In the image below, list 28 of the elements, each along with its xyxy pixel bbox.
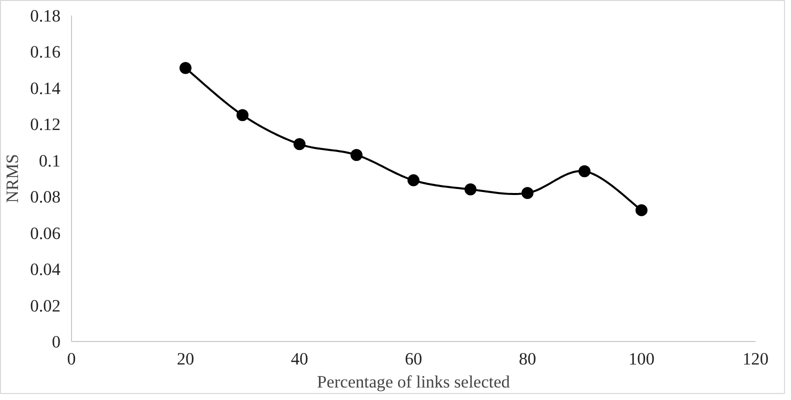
point xyxy=(578,165,590,178)
y-tick-label: 0.16 xyxy=(30,42,61,62)
y-tick-label: 0.12 xyxy=(30,115,61,134)
x-tick-label: 60 xyxy=(404,350,422,368)
point xyxy=(522,187,534,199)
y-tick-label: 0.06 xyxy=(30,224,61,243)
point xyxy=(636,204,648,216)
y-tick-label: 0.04 xyxy=(30,260,61,280)
point xyxy=(408,174,420,186)
x-axis-title: Percentage of links selected xyxy=(317,372,510,392)
point xyxy=(236,109,248,122)
x-tick-label: 100 xyxy=(628,350,655,368)
y-tick-label: 0.1 xyxy=(38,151,61,170)
y-tick-label: 0.02 xyxy=(30,296,61,316)
y-tick-label: 0.18 xyxy=(30,6,61,26)
x-tick-label: 40 xyxy=(290,350,308,368)
x-tick-label: 20 xyxy=(176,350,194,368)
x-tick-label: 80 xyxy=(518,350,536,368)
y-tick-label: 0 xyxy=(52,332,61,352)
x-tick-label: 0 xyxy=(67,350,76,368)
point xyxy=(464,183,476,196)
y-tick-label: 0.14 xyxy=(30,78,61,98)
x-tick-label: 120 xyxy=(742,350,769,368)
y-axis-title: NRMS xyxy=(3,154,22,204)
point xyxy=(180,62,192,74)
point xyxy=(294,138,306,150)
point xyxy=(350,148,362,161)
y-tick-label: 0.08 xyxy=(30,188,61,207)
